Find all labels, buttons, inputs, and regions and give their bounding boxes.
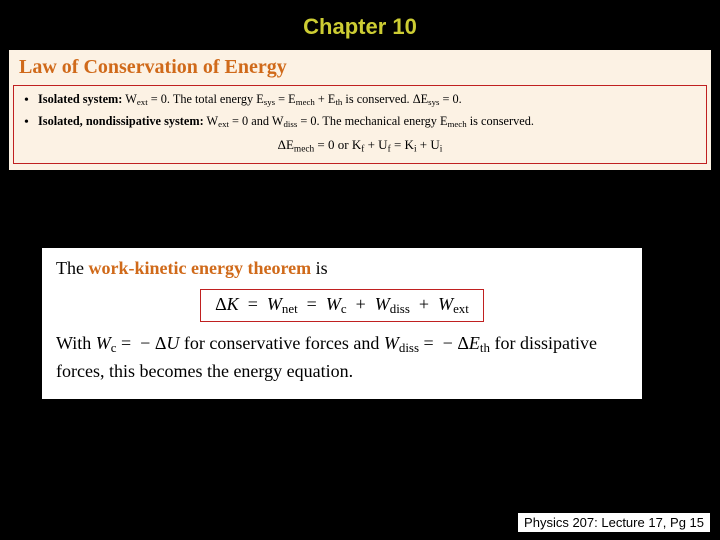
bullet-lead: Isolated system: bbox=[38, 92, 122, 106]
theorem-intro: The work-kinetic energy theorem is bbox=[56, 258, 628, 279]
bullet-row: • Isolated system: Wext = 0. The total e… bbox=[20, 90, 700, 112]
bullet-rest: Wext = 0 and Wdiss = 0. The mechanical e… bbox=[207, 114, 534, 128]
theorem-pre: The bbox=[56, 258, 88, 278]
theorem-accent: work-kinetic energy theorem bbox=[88, 258, 311, 278]
bullet-marker: • bbox=[20, 90, 38, 112]
theorem-equation: ΔK = Wnet = Wc + Wdiss + Wext bbox=[200, 289, 484, 322]
slide-title-text: Chapter 10 bbox=[303, 14, 417, 39]
bullet-text: Isolated system: Wext = 0. The total ene… bbox=[38, 90, 700, 110]
slide-title: Chapter 10 bbox=[0, 0, 720, 50]
bullet-rest: Wext = 0. The total energy Esys = Emech … bbox=[125, 92, 462, 106]
bullet-text: Isolated, nondissipative system: Wext = … bbox=[38, 112, 700, 132]
conservation-box: Law of Conservation of Energy • Isolated… bbox=[9, 50, 711, 170]
conservation-equation: ΔEmech = 0 or Kf + Uf = Ki + Ui bbox=[20, 133, 700, 157]
bullet-marker: • bbox=[20, 112, 38, 134]
bullet-lead: Isolated, nondissipative system: bbox=[38, 114, 204, 128]
theorem-equation-row: ΔK = Wnet = Wc + Wdiss + Wext bbox=[56, 289, 628, 322]
theorem-box: The work-kinetic energy theorem is ΔK = … bbox=[42, 248, 642, 399]
bullet-row: • Isolated, nondissipative system: Wext … bbox=[20, 112, 700, 134]
theorem-post: is bbox=[311, 258, 328, 278]
slide-footer: Physics 207: Lecture 17, Pg 15 bbox=[518, 513, 710, 532]
conservation-header: Law of Conservation of Energy bbox=[9, 50, 711, 85]
theorem-explain: With Wc = − ΔU for conservative forces a… bbox=[56, 330, 628, 385]
conservation-body: • Isolated system: Wext = 0. The total e… bbox=[13, 85, 707, 164]
